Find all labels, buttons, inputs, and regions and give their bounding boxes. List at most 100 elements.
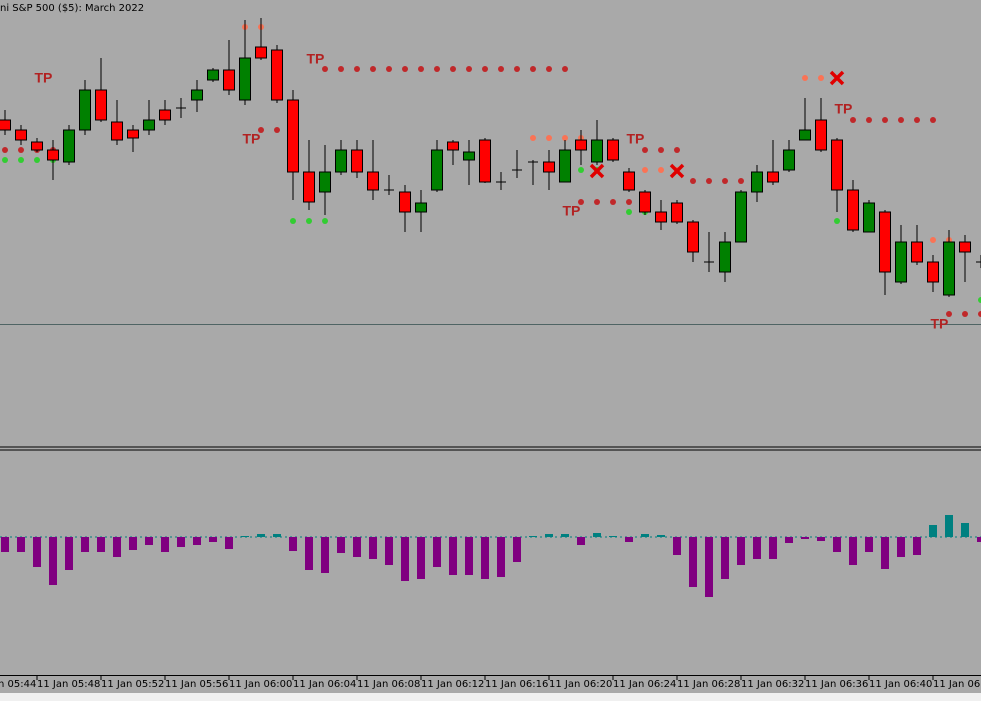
histogram-bar xyxy=(257,534,265,537)
signal-dot xyxy=(546,135,552,141)
signal-dot xyxy=(962,311,968,317)
candle-body xyxy=(463,151,475,161)
signal-dot xyxy=(514,66,520,72)
candle-body xyxy=(639,191,651,213)
histogram-bar xyxy=(225,537,233,549)
signal-dot xyxy=(562,66,568,72)
histogram-bar xyxy=(513,537,521,562)
candle-body xyxy=(191,89,203,101)
candle-body xyxy=(575,139,587,151)
signal-dot xyxy=(578,167,584,173)
x-tick-label: 11 Jan 06:00 xyxy=(229,679,292,690)
signal-dot xyxy=(642,147,648,153)
candle-body xyxy=(239,57,251,101)
histogram-bar xyxy=(785,537,793,543)
signal-dot xyxy=(610,199,616,205)
signal-dot xyxy=(978,311,981,317)
histogram-bar xyxy=(593,533,601,537)
candle-body xyxy=(0,119,11,131)
histogram-bar xyxy=(897,537,905,557)
signal-dot xyxy=(642,167,648,173)
histogram-bar xyxy=(737,537,745,565)
histogram-bar xyxy=(17,537,25,552)
histogram-bar xyxy=(641,534,649,537)
histogram-bar xyxy=(129,537,137,550)
candle-body xyxy=(543,161,555,173)
candle-body xyxy=(607,139,619,161)
candle-body xyxy=(719,241,731,273)
candle-body xyxy=(127,129,139,139)
histogram-bar xyxy=(449,537,457,575)
signal-dot xyxy=(354,66,360,72)
histogram-bar xyxy=(81,537,89,552)
signal-dot xyxy=(434,66,440,72)
candle-body xyxy=(303,171,315,203)
x-tick-label: 11 Jan 06:24 xyxy=(613,679,676,690)
cross-mark xyxy=(829,70,845,86)
candle-body xyxy=(815,119,827,151)
x-tick-label: 11 Jan 06:16 xyxy=(485,679,548,690)
signal-dot xyxy=(930,117,936,123)
candle-body xyxy=(351,149,363,173)
signal-dot xyxy=(658,167,664,173)
histogram-bar xyxy=(865,537,873,552)
signal-dot xyxy=(18,157,24,163)
candle-body xyxy=(143,119,155,131)
signal-dot xyxy=(2,147,8,153)
x-tick-label: 11 Jan 06:36 xyxy=(805,679,868,690)
histogram-bar xyxy=(881,537,889,569)
signal-dot xyxy=(290,218,296,224)
tp-label: TP xyxy=(306,51,324,67)
signal-dot xyxy=(818,75,824,81)
signal-dot xyxy=(914,117,920,123)
signal-dot xyxy=(274,127,280,133)
histogram-bar xyxy=(97,537,105,552)
x-tick-label: 11 Jan 05:56 xyxy=(165,679,228,690)
candle-body xyxy=(671,202,683,223)
signal-dot xyxy=(626,199,632,205)
signal-dot xyxy=(338,66,344,72)
candle-body xyxy=(79,89,91,131)
signal-dot xyxy=(482,66,488,72)
histogram-bar xyxy=(1,537,9,552)
histogram-bar xyxy=(913,537,921,555)
signal-dot xyxy=(322,66,328,72)
x-tick-label: 11 Jan 06:44 xyxy=(933,679,981,690)
histogram-bar xyxy=(977,537,981,542)
histogram-bar xyxy=(769,537,777,559)
candle-body xyxy=(447,141,459,151)
signal-dot xyxy=(546,66,552,72)
x-tick-label: 11 Jan 05:48 xyxy=(37,679,100,690)
x-tick-label: 11 Jan 06:28 xyxy=(677,679,740,690)
candle-body xyxy=(783,149,795,171)
histogram-bar xyxy=(209,537,217,542)
histogram-bar xyxy=(321,537,329,573)
histogram-bar xyxy=(753,537,761,559)
histogram-bar xyxy=(305,537,313,570)
candle-body xyxy=(927,261,939,283)
histogram-bar xyxy=(65,537,73,570)
candle-body xyxy=(735,191,747,243)
candle-body xyxy=(879,211,891,273)
candle-body xyxy=(479,139,491,183)
signal-dot xyxy=(626,209,632,215)
tp-label: TP xyxy=(34,70,52,86)
candle-body xyxy=(431,149,443,191)
signal-dot xyxy=(2,157,8,163)
candle-body xyxy=(367,171,379,191)
candle-body xyxy=(111,121,123,141)
signal-dot xyxy=(418,66,424,72)
signal-dot xyxy=(690,178,696,184)
signal-dot xyxy=(850,117,856,123)
candle-body xyxy=(255,46,267,59)
histogram-bar xyxy=(673,537,681,555)
histogram-bar xyxy=(545,534,553,537)
signal-dot xyxy=(802,75,808,81)
histogram-bar xyxy=(945,515,953,537)
signal-dot xyxy=(386,66,392,72)
tp-label: TP xyxy=(242,131,260,147)
signal-dot xyxy=(530,135,536,141)
histogram-bar xyxy=(49,537,57,585)
candle-body xyxy=(319,171,331,193)
candle-body xyxy=(15,129,27,141)
